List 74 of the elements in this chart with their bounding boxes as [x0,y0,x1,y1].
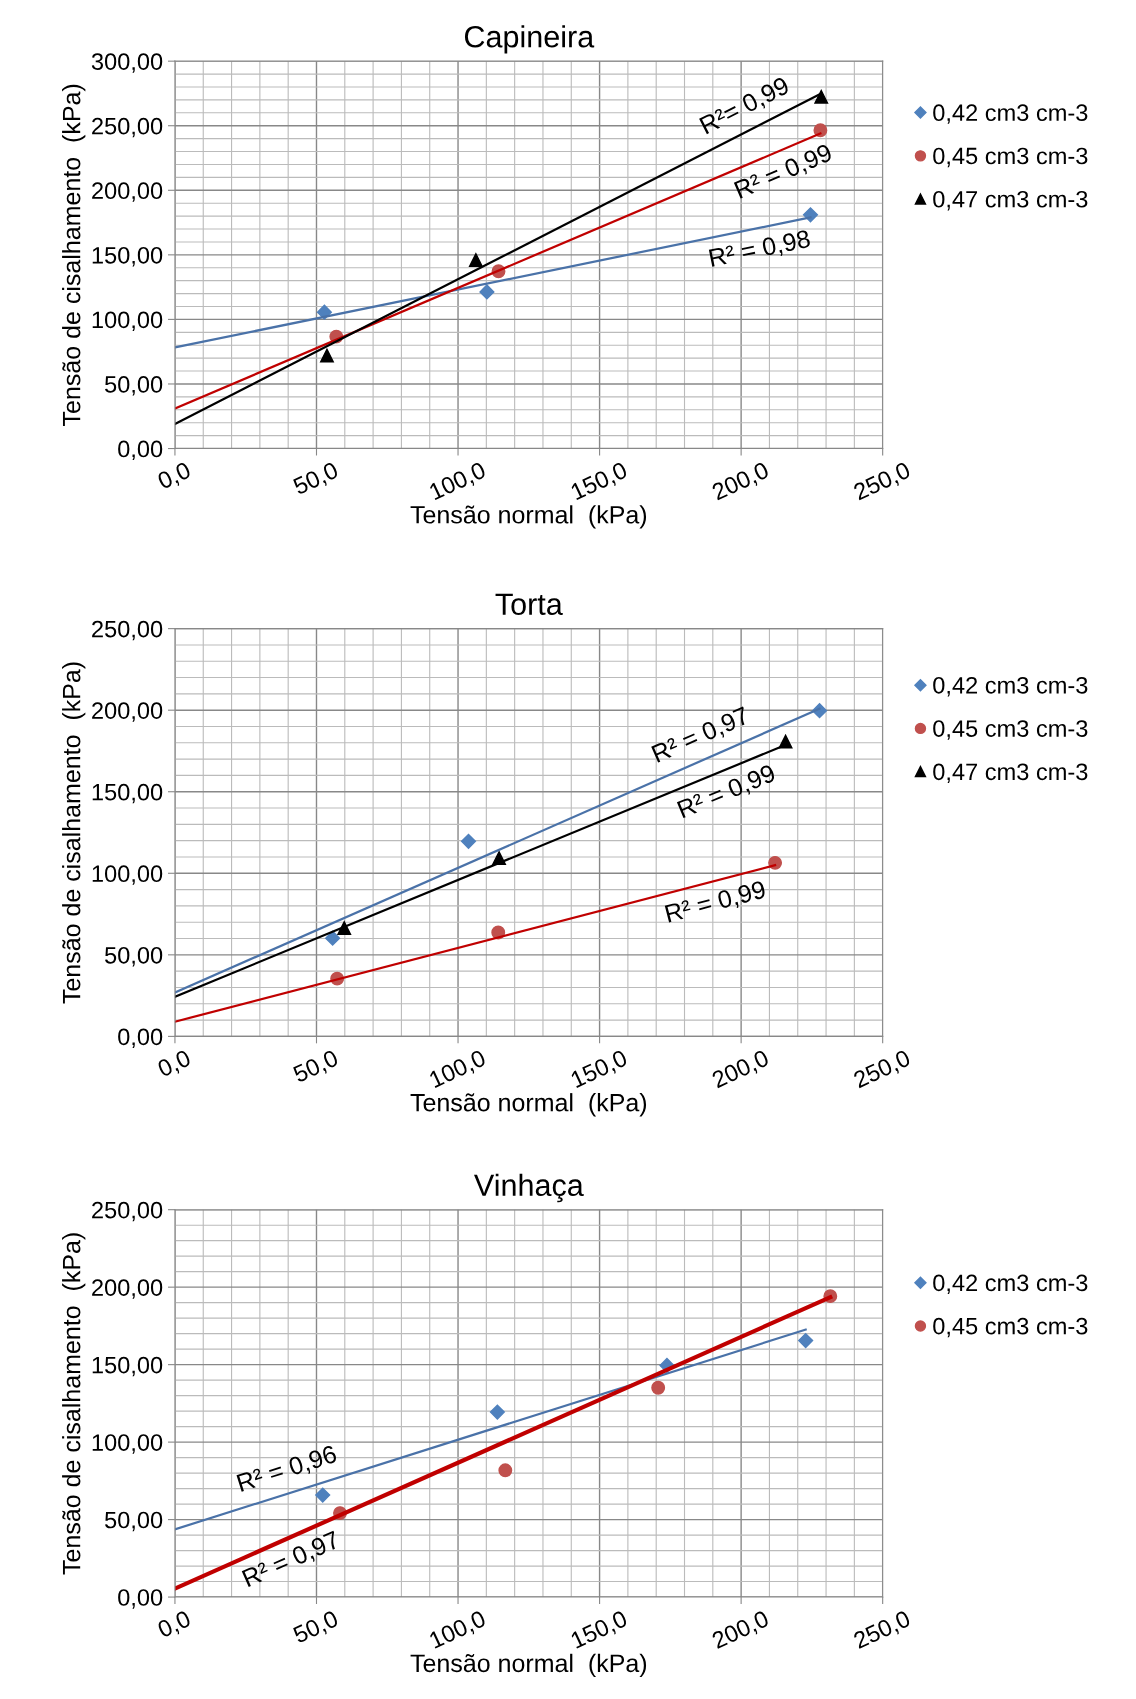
annotation: R² = 0,96 [236,1444,339,1495]
legend-label: 0,45 cm3 cm-3 [933,147,1088,168]
y-axis-title: Tensão de cisalhamento (kPa) [62,84,86,426]
annotation: R² = 0,97 [651,706,752,766]
legend-label: 0,42 cm3 cm-3 [933,676,1088,697]
point [468,253,483,267]
y-tick-label: 150,00 [92,1356,163,1377]
y-tick-label: 300,00 [91,53,163,73]
annotation: R²= 0,99 [698,76,792,138]
y-tick-label: 100,00 [92,1434,163,1454]
point [325,930,341,946]
x-tick-label: 150,0 [570,1609,630,1652]
y-tick-label: 150,00 [92,246,163,267]
y-tick-label: 200,00 [92,702,163,722]
legend-label: 0,47 cm3 cm-3 [933,190,1088,211]
chart-title: Torta [495,593,563,616]
point [460,833,477,849]
y-tick-label: 150,00 [92,783,163,804]
y-tick-label: 50,00 [105,376,163,396]
x-tick-label: 0,0 [156,1049,193,1080]
x-tick-label: 0,0 [156,461,193,493]
point [814,89,829,104]
x-tick-label: 200,0 [711,1609,771,1652]
point [798,1333,814,1349]
point [651,1380,666,1395]
annotation: R² = 0,99 [676,763,778,822]
point [479,284,495,300]
annotation: R² = 0,97 [241,1530,342,1590]
x-tick-label: 0,0 [156,1609,193,1641]
x-tick-label: 50,0 [292,1609,341,1647]
x-tick-label: 100,0 [428,1049,488,1091]
legend-label: 0,47 cm3 cm-3 [933,763,1088,783]
annotation: R² = 0,99 [733,143,835,202]
point [768,855,783,870]
legend-label: 0,42 cm3 cm-3 [933,1274,1088,1295]
x-tick-label: 250,0 [852,1049,913,1091]
legend-label: 0,42 cm3 cm-3 [933,104,1088,124]
x-axis-title: Tensão normal (kPa) [410,1093,647,1117]
y-tick-label: 250,00 [92,117,163,138]
y-tick-label: 0,00 [118,1028,163,1048]
annotation: R² = 0,99 [664,880,767,926]
x-tick-label: 50,0 [292,461,341,498]
x-axis-title: Tensão normal (kPa) [410,1653,647,1678]
x-tick-label: 100,0 [428,1609,488,1652]
y-tick-label: 100,00 [92,865,163,885]
y-tick-label: 50,00 [105,946,163,967]
x-tick-label: 150,0 [570,1049,630,1091]
x-tick-label: 50,0 [292,1049,341,1086]
y-axis-title: Tensão de cisalhamento (kPa) [62,1233,86,1575]
y-tick-label: 100,00 [92,311,163,331]
point [498,1463,513,1478]
x-tick-label: 150,0 [570,461,630,503]
x-axis-title: Tensão normal (kPa) [410,505,647,529]
chart-title: Vinhaça [474,1173,584,1203]
x-tick-label: 100,0 [428,461,488,503]
x-tick-label: 200,0 [711,1049,771,1091]
legend-label: 0,45 cm3 cm-3 [933,720,1088,740]
y-axis-title: Tensão de cisalhamento (kPa) [62,662,86,1004]
point [489,1404,505,1420]
y-tick-label: 0,00 [118,1589,163,1609]
y-tick-label: 200,00 [92,182,163,202]
y-tick-label: 50,00 [105,1511,163,1532]
y-tick-label: 200,00 [92,1279,163,1299]
y-tick-label: 250,00 [92,1201,163,1222]
x-tick-label: 250,0 [852,1609,913,1652]
point [320,348,334,363]
annotation: R² = 0,98 [708,229,812,270]
chart-title: Capineira [464,25,595,54]
y-tick-label: 0,00 [118,440,163,461]
x-tick-label: 250,0 [852,461,913,504]
point [315,1487,331,1503]
y-tick-label: 250,00 [92,620,163,641]
x-tick-label: 200,0 [711,461,771,504]
legend-label: 0,45 cm3 cm-3 [933,1317,1088,1338]
